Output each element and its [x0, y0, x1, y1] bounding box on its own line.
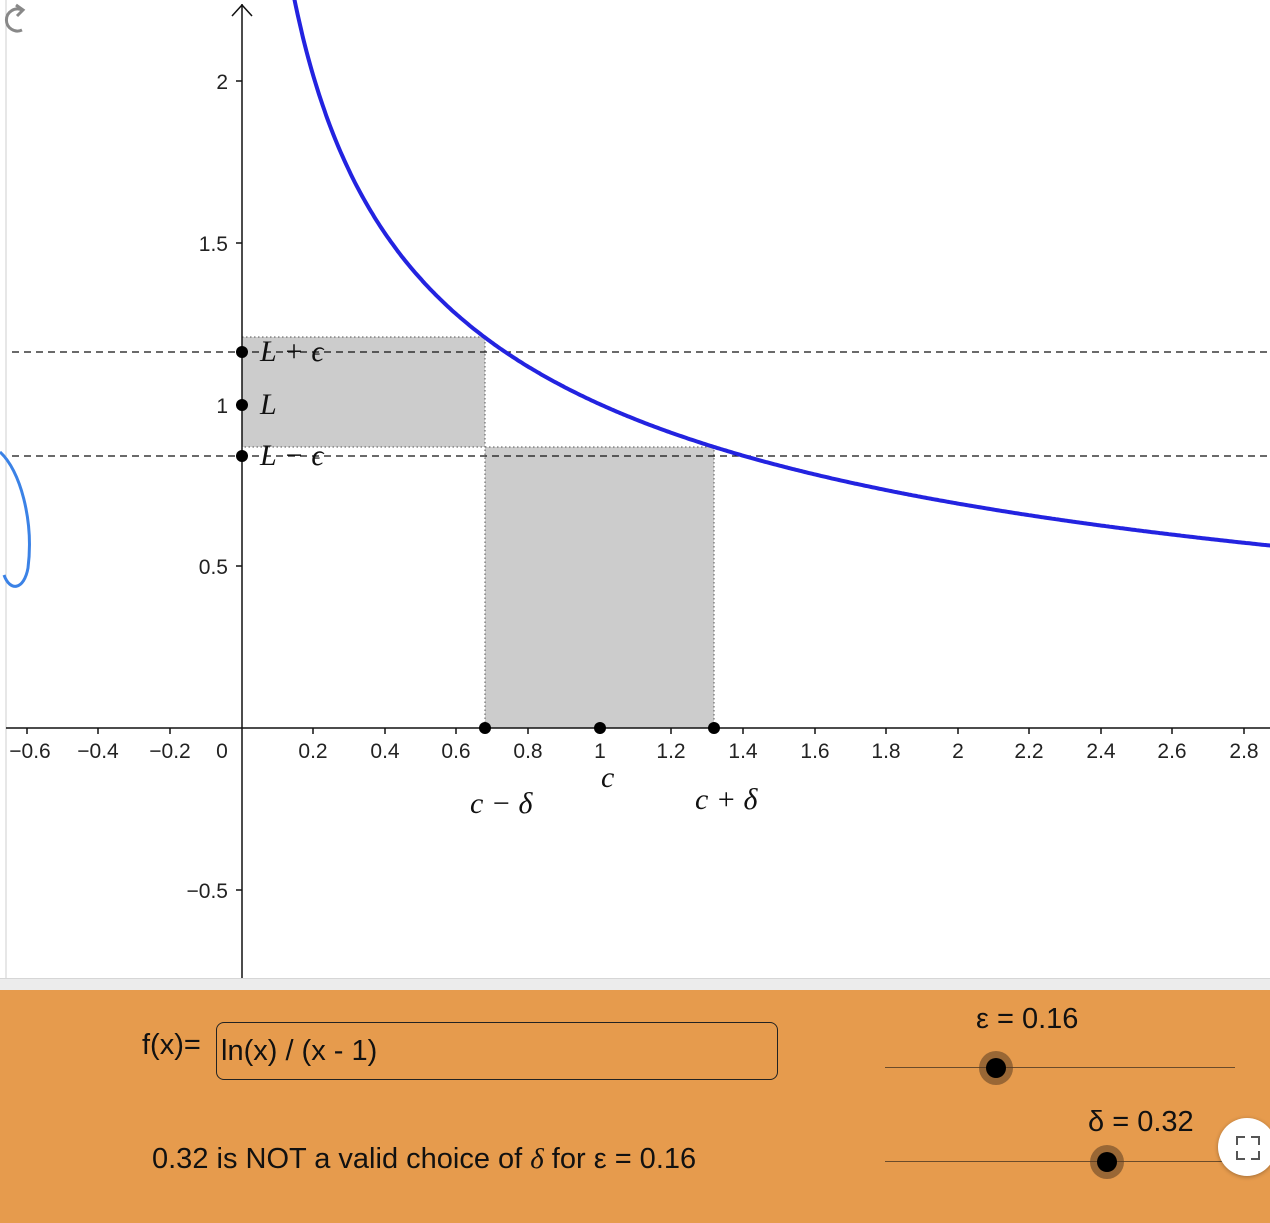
- x-tick-label: 0.2: [298, 740, 327, 763]
- y-tick-label: 0.5: [199, 556, 228, 579]
- x-tick-label: 1.2: [656, 740, 685, 763]
- point-l-minus-epsilon[interactable]: [236, 450, 248, 462]
- y-tick-label: 1: [216, 395, 228, 418]
- x-tick-label: 1.4: [728, 740, 758, 763]
- x-tick-label: −0.4: [77, 740, 119, 763]
- l-plus-epsilon-label: L + ϵ: [259, 335, 325, 368]
- l-label: L: [259, 388, 277, 421]
- panel-separator: [0, 978, 1270, 990]
- l-minus-epsilon-label: L − ϵ: [259, 439, 325, 472]
- x-tick-label: 1: [594, 740, 606, 763]
- point-c-minus-delta[interactable]: [479, 722, 491, 734]
- x-ticks: [26, 728, 1245, 734]
- x-tick-label: 0.6: [441, 740, 470, 763]
- fullscreen-button[interactable]: [1218, 1118, 1270, 1176]
- x-tick-label: 2.2: [1014, 740, 1043, 763]
- epsilon-slider-label: ε = 0.16: [976, 1003, 1079, 1035]
- x-tick-label: −0.2: [149, 740, 190, 763]
- x-tick-label: 0.4: [370, 740, 400, 763]
- x-tick-label: 1.8: [871, 740, 900, 763]
- ink-annotation: [0, 450, 31, 588]
- graph-canvas[interactable]: 2 1.5 1 0.5 −0.5 −0.6: [0, 0, 1270, 978]
- y-tick-label: 2: [216, 71, 228, 94]
- graph-view[interactable]: 2 1.5 1 0.5 −0.5 −0.6: [0, 0, 1270, 978]
- status-message: 0.32 is NOT a valid choice of δ for ε = …: [152, 1143, 696, 1176]
- c-minus-delta-label: c − δ: [470, 787, 534, 820]
- point-l-plus-epsilon[interactable]: [236, 346, 248, 358]
- function-curve[interactable]: [292, 0, 1270, 548]
- c-label: c: [601, 761, 614, 794]
- x-tick-label: 2: [952, 740, 964, 763]
- x-tick-label: 0: [216, 740, 228, 763]
- point-c[interactable]: [594, 722, 606, 734]
- refresh-icon[interactable]: [0, 0, 30, 40]
- y-tick-label: 1.5: [199, 233, 228, 256]
- y-ticks: [236, 80, 242, 891]
- epsilon-slider-knob[interactable]: [979, 1051, 1013, 1085]
- point-c-plus-delta[interactable]: [708, 722, 720, 734]
- c-plus-delta-label: c + δ: [695, 783, 759, 816]
- epsilon-band-box: [241, 336, 486, 448]
- x-tick-label: 2.8: [1229, 740, 1258, 763]
- fullscreen-icon: [1218, 1118, 1270, 1176]
- function-input[interactable]: ln(x) / (x - 1): [216, 1022, 778, 1080]
- delta-slider-knob[interactable]: [1090, 1145, 1124, 1179]
- status-prefix: 0.32 is NOT a valid choice of: [152, 1143, 531, 1175]
- point-l[interactable]: [236, 399, 248, 411]
- y-tick-label: −0.5: [187, 880, 228, 903]
- epsilon-slider-track[interactable]: [885, 1067, 1235, 1068]
- status-delta-symbol: δ: [530, 1143, 544, 1175]
- y-axis-arrow: [231, 3, 253, 17]
- x-tick-label: 2.6: [1157, 740, 1186, 763]
- control-panel: f(x)= ln(x) / (x - 1) 0.32 is NOT a vali…: [0, 990, 1270, 1223]
- function-label: f(x)=: [142, 1029, 201, 1061]
- x-tick-label: 1.6: [800, 740, 829, 763]
- x-tick-label: 0.8: [513, 740, 542, 763]
- delta-band-box: [484, 446, 715, 729]
- delta-slider-label: δ = 0.32: [1088, 1106, 1194, 1138]
- x-tick-label: 2.4: [1086, 740, 1116, 763]
- status-suffix: for ε = 0.16: [543, 1143, 697, 1175]
- delta-slider-track[interactable]: [885, 1161, 1225, 1162]
- x-tick-label: −0.6: [9, 740, 50, 763]
